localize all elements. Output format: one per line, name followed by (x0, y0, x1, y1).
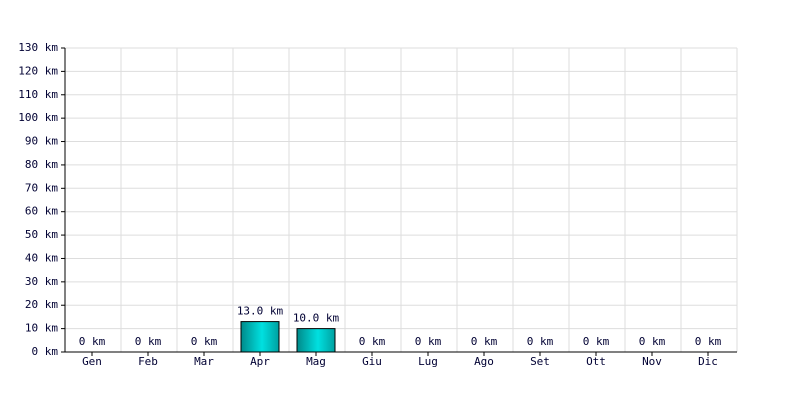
value-label: 0 km (135, 335, 162, 348)
x-tick-label: Gen (82, 355, 102, 368)
value-label: 0 km (695, 335, 722, 348)
value-label: 0 km (471, 335, 498, 348)
y-tick-label: 110 km (18, 88, 58, 101)
y-tick-label: 130 km (18, 41, 58, 54)
value-label: 10.0 km (293, 312, 340, 325)
y-tick-label: 100 km (18, 111, 58, 124)
x-tick-label: Ago (474, 355, 494, 368)
x-tick-label: Mar (194, 355, 214, 368)
y-tick-label: 60 km (25, 205, 58, 218)
bar (296, 328, 336, 353)
y-tick-label: 80 km (25, 158, 58, 171)
y-tick-label: 90 km (25, 135, 58, 148)
x-tick-label: Feb (138, 355, 158, 368)
bar (240, 321, 280, 353)
x-tick-label: Lug (418, 355, 438, 368)
value-label: 13.0 km (237, 305, 284, 318)
y-tick-label: 20 km (25, 298, 58, 311)
value-label: 0 km (415, 335, 442, 348)
value-label: 0 km (527, 335, 554, 348)
y-tick-label: 70 km (25, 181, 58, 194)
x-tick-label: Set (530, 355, 550, 368)
y-tick-label: 30 km (25, 275, 58, 288)
vertical-grid (120, 48, 738, 352)
x-tick-label: Mag (306, 355, 326, 368)
value-label: 0 km (359, 335, 386, 348)
x-tick-label: Dic (698, 355, 718, 368)
x-tick-label: Giu (362, 355, 382, 368)
value-label: 0 km (79, 335, 106, 348)
value-label: 0 km (583, 335, 610, 348)
y-tick-label: 40 km (25, 251, 58, 264)
x-tick-label: Ott (586, 355, 606, 368)
y-tick-label: 50 km (25, 228, 58, 241)
value-label: 0 km (639, 335, 666, 348)
y-tick-label: 0 km (32, 345, 59, 358)
y-tick-label: 120 km (18, 64, 58, 77)
x-tick-label: Apr (250, 355, 270, 368)
x-tick-label: Nov (642, 355, 662, 368)
y-tick-label: 10 km (25, 322, 58, 335)
value-label: 0 km (191, 335, 218, 348)
